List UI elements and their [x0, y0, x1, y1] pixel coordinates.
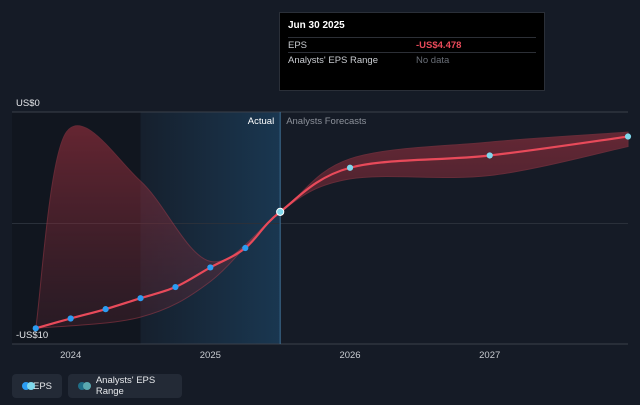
y-tick-label-1: -US$10 [16, 330, 48, 341]
range-dot-icon [78, 382, 91, 390]
tooltip-row-eps: EPS -US$4.478 [288, 37, 536, 52]
tooltip-row-range: Analysts' EPS Range No data [288, 52, 536, 67]
legend-range-button[interactable]: Analysts' EPS Range [68, 374, 182, 398]
tooltip-eps-label: EPS [288, 39, 308, 51]
eps-point-9 [486, 152, 493, 159]
eps-range-area [35, 125, 629, 329]
eps-point-5 [207, 264, 214, 271]
x-tick-label-2026: 2026 [339, 350, 360, 361]
tooltip-eps-value: -US$4.478 [416, 39, 462, 51]
x-tick-label-2025: 2025 [200, 350, 221, 361]
eps-point-8 [346, 164, 354, 171]
x-tick-label-2024: 2024 [60, 350, 81, 361]
eps-point-0 [32, 325, 39, 332]
eps-point-2 [102, 306, 109, 313]
tooltip-panel: Jun 30 2025 EPS -US$4.478 Analysts' EPS … [279, 12, 545, 91]
legend-eps-label: EPS [32, 380, 52, 392]
tooltip-range-label: Analysts' EPS Range [288, 54, 378, 66]
eps-dot-icon [22, 382, 35, 390]
forecast-label: Analysts Forecasts [286, 116, 366, 127]
eps-point-3 [137, 295, 144, 302]
eps-point-6 [242, 244, 249, 252]
eps-point-7 [276, 207, 285, 216]
tooltip-range-value: No data [416, 54, 450, 66]
legend-eps-button[interactable]: EPS [12, 374, 62, 398]
x-tick-label-2027: 2027 [479, 350, 500, 361]
eps-point-10 [624, 133, 632, 140]
eps-point-1 [67, 315, 74, 322]
legend-range-label: Analysts' EPS Range [95, 375, 156, 397]
eps-point-4 [172, 283, 179, 291]
actual-label: Actual [248, 116, 274, 127]
y-tick-label-0: US$0 [16, 98, 40, 109]
tooltip-date: Jun 30 2025 [288, 20, 345, 31]
